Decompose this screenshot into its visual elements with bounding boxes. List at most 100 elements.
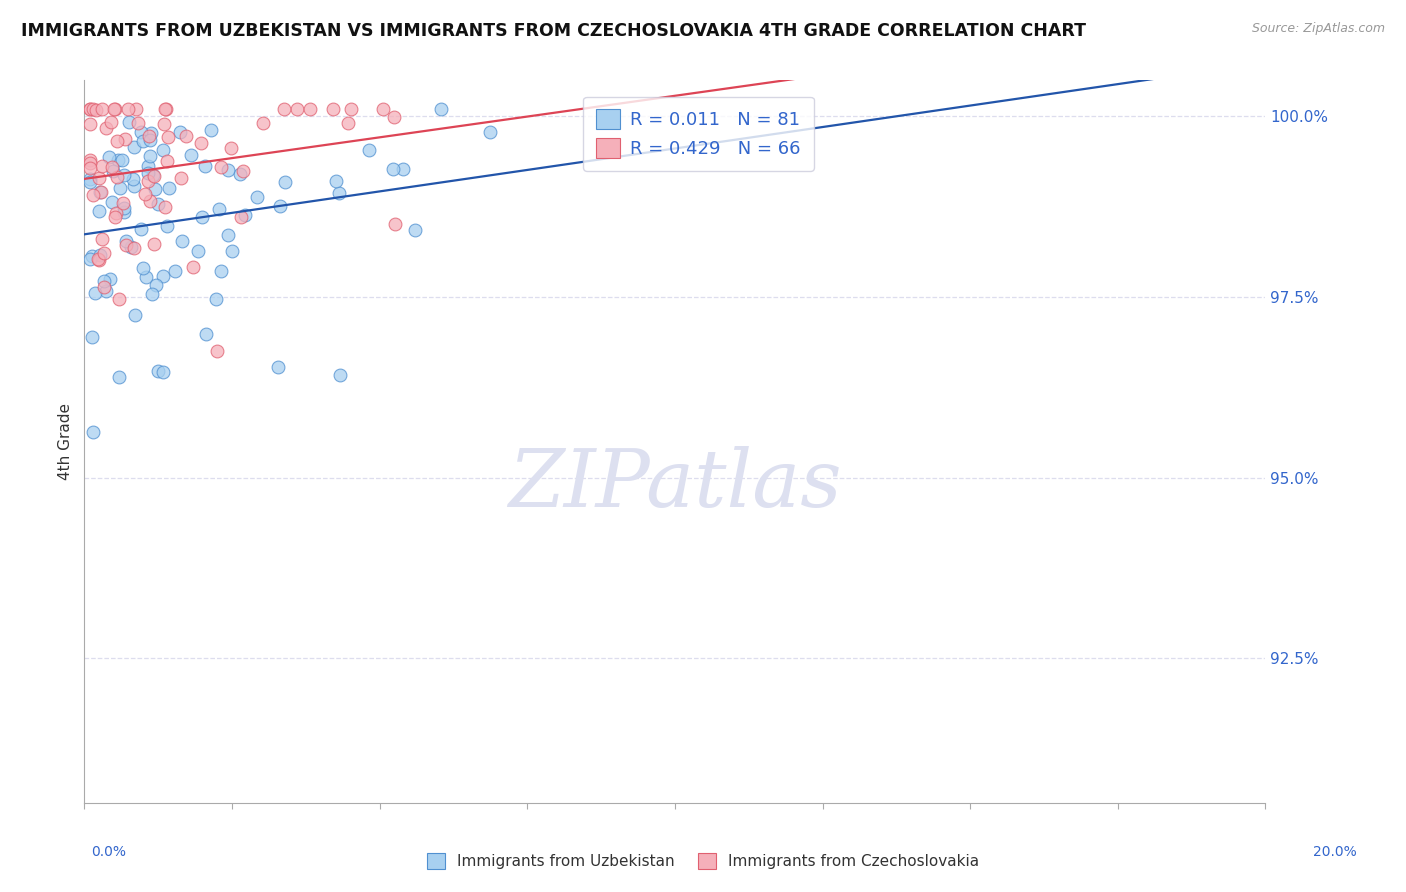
- Point: [336, 115, 359, 129]
- Point: [138, 166, 160, 180]
- Point: [142, 169, 165, 183]
- Point: [328, 186, 350, 201]
- Point: [382, 110, 405, 124]
- Point: [79, 102, 101, 116]
- Point: [329, 368, 352, 382]
- Point: [90, 186, 112, 200]
- Point: [111, 153, 134, 167]
- Point: [101, 195, 124, 210]
- Point: [195, 327, 218, 342]
- Point: [141, 126, 163, 140]
- Legend: Immigrants from Uzbekistan, Immigrants from Czechoslovakia: Immigrants from Uzbekistan, Immigrants f…: [420, 847, 986, 875]
- Point: [121, 171, 143, 186]
- Point: [357, 143, 380, 157]
- Point: [155, 200, 177, 214]
- Point: [84, 103, 107, 117]
- Point: [107, 134, 129, 148]
- Point: [371, 102, 394, 116]
- Point: [89, 252, 111, 267]
- Point: [79, 161, 101, 175]
- Point: [93, 274, 115, 288]
- Point: [98, 272, 121, 286]
- Point: [104, 102, 127, 116]
- Point: [176, 129, 198, 144]
- Point: [127, 115, 149, 129]
- Point: [134, 187, 156, 202]
- Point: [322, 102, 344, 116]
- Text: 0.0%: 0.0%: [91, 845, 127, 859]
- Point: [82, 249, 104, 263]
- Point: [170, 234, 193, 248]
- Point: [217, 163, 239, 178]
- Point: [156, 154, 179, 169]
- Text: ZIPatlas: ZIPatlas: [508, 446, 842, 524]
- Point: [217, 228, 239, 243]
- Point: [89, 171, 111, 186]
- Point: [122, 140, 145, 154]
- Point: [153, 102, 176, 116]
- Point: [136, 174, 159, 188]
- Point: [124, 309, 146, 323]
- Point: [267, 359, 290, 374]
- Point: [108, 293, 131, 307]
- Point: [80, 330, 103, 344]
- Point: [155, 219, 177, 233]
- Point: [82, 187, 104, 202]
- Point: [117, 102, 139, 116]
- Point: [112, 168, 135, 182]
- Point: [131, 221, 153, 235]
- Point: [340, 102, 363, 116]
- Point: [299, 102, 322, 116]
- Text: Source: ZipAtlas.com: Source: ZipAtlas.com: [1251, 22, 1385, 36]
- Point: [269, 199, 291, 213]
- Point: [89, 185, 111, 199]
- Point: [110, 181, 132, 195]
- Point: [138, 128, 160, 143]
- Point: [89, 204, 111, 219]
- Point: [79, 153, 101, 167]
- Point: [79, 155, 101, 169]
- Point: [138, 149, 160, 163]
- Point: [105, 170, 128, 185]
- Point: [79, 117, 101, 131]
- Point: [232, 164, 254, 178]
- Point: [132, 260, 155, 275]
- Point: [129, 125, 152, 139]
- Point: [107, 370, 129, 384]
- Point: [131, 134, 153, 148]
- Point: [93, 280, 115, 294]
- Point: [91, 232, 114, 246]
- Point: [325, 173, 347, 187]
- Point: [187, 244, 209, 259]
- Point: [404, 223, 426, 237]
- Point: [91, 102, 114, 116]
- Point: [124, 241, 146, 255]
- Point: [93, 245, 115, 260]
- Point: [79, 102, 101, 116]
- Point: [94, 121, 117, 136]
- Point: [273, 102, 295, 116]
- Point: [139, 133, 162, 147]
- Point: [89, 247, 111, 261]
- Point: [101, 160, 124, 174]
- Point: [114, 132, 136, 146]
- Point: [183, 260, 205, 274]
- Point: [91, 159, 114, 173]
- Point: [180, 148, 202, 162]
- Point: [136, 159, 159, 173]
- Point: [429, 102, 451, 116]
- Point: [381, 161, 404, 176]
- Legend: R = 0.011   N = 81, R = 0.429   N = 66: R = 0.011 N = 81, R = 0.429 N = 66: [583, 96, 814, 170]
- Point: [112, 205, 135, 219]
- Point: [384, 217, 406, 231]
- Point: [143, 236, 166, 251]
- Point: [157, 130, 180, 145]
- Point: [100, 115, 122, 129]
- Point: [191, 210, 214, 224]
- Point: [79, 252, 101, 266]
- Point: [169, 170, 191, 185]
- Point: [163, 264, 186, 278]
- Point: [479, 125, 502, 139]
- Point: [135, 269, 157, 284]
- Point: [194, 159, 217, 173]
